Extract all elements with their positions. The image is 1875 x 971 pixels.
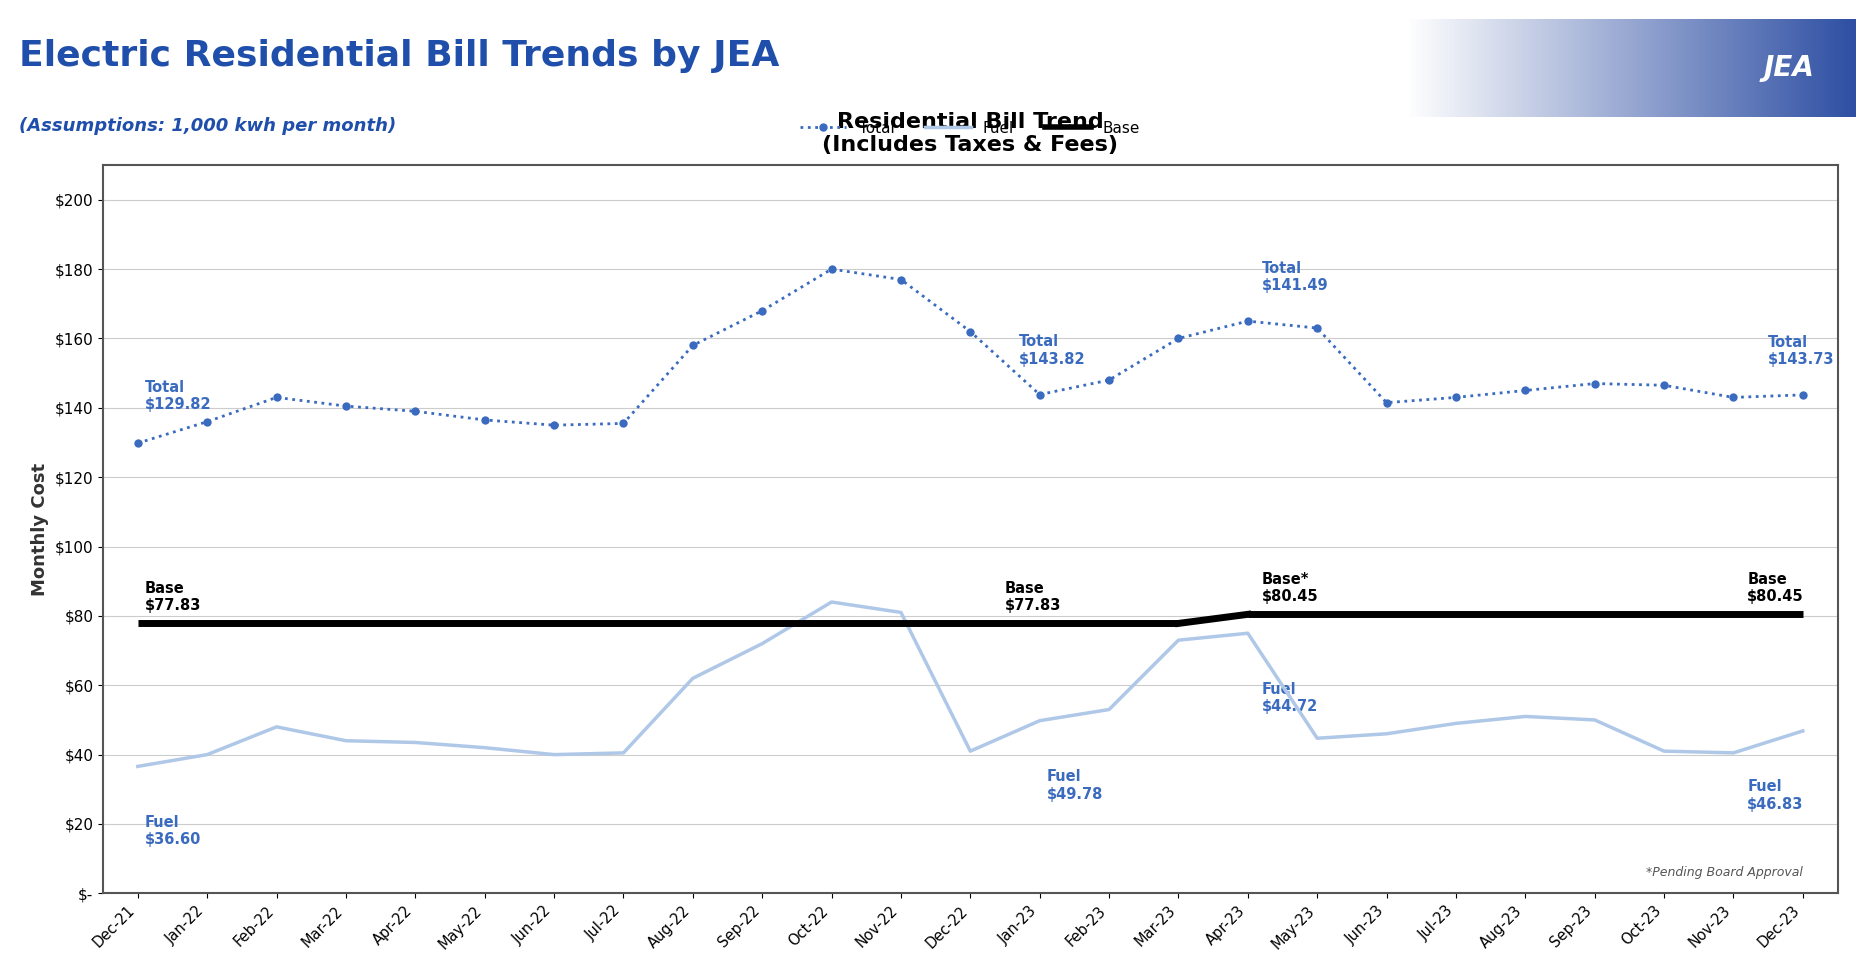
Text: Fuel
$36.60: Fuel $36.60 [144,815,201,848]
Text: Total
$141.49: Total $141.49 [1262,261,1327,293]
Legend: Total, Fuel, Base: Total, Fuel, Base [795,115,1146,142]
Y-axis label: Monthly Cost: Monthly Cost [32,462,49,596]
Text: Fuel
$46.83: Fuel $46.83 [1748,780,1804,812]
Text: Base
$77.83: Base $77.83 [144,581,201,613]
Text: Base*
$80.45: Base* $80.45 [1262,572,1318,604]
Text: Total
$143.73: Total $143.73 [1768,335,1834,367]
Text: (Assumptions: 1,000 kwh per month): (Assumptions: 1,000 kwh per month) [19,117,396,135]
Text: Fuel
$44.72: Fuel $44.72 [1262,682,1318,715]
Text: Base
$77.83: Base $77.83 [1005,581,1061,613]
Text: Electric Residential Bill Trends by JEA: Electric Residential Bill Trends by JEA [19,39,780,73]
Title: Residential Bill Trend
(Includes Taxes & Fees): Residential Bill Trend (Includes Taxes &… [823,112,1118,155]
Text: Base
$80.45: Base $80.45 [1748,572,1804,604]
Text: Fuel
$49.78: Fuel $49.78 [1046,769,1102,802]
Text: Total
$143.82: Total $143.82 [1018,334,1086,367]
Text: JEA: JEA [1762,54,1815,82]
Text: *Pending Board Approval: *Pending Board Approval [1646,866,1804,879]
Text: Total
$129.82: Total $129.82 [144,380,212,412]
